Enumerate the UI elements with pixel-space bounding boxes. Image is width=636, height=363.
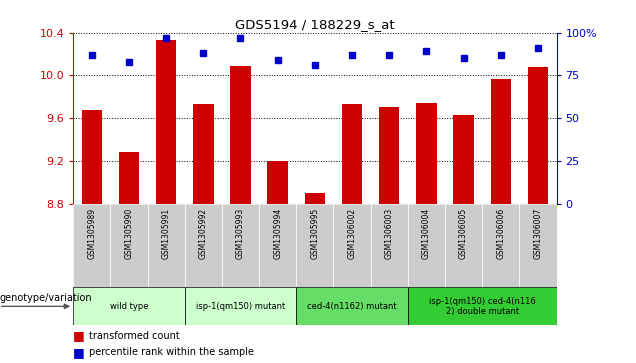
Text: GSM1305989: GSM1305989 [87, 208, 96, 259]
Text: GSM1306004: GSM1306004 [422, 208, 431, 259]
Text: GSM1305993: GSM1305993 [236, 208, 245, 259]
Text: ■: ■ [73, 329, 85, 342]
Bar [408, 287, 556, 325]
Text: isp-1(qm150) mutant: isp-1(qm150) mutant [196, 302, 285, 311]
Title: GDS5194 / 188229_s_at: GDS5194 / 188229_s_at [235, 19, 394, 32]
Bar [416, 103, 436, 204]
Bar [73, 204, 110, 287]
Bar [408, 204, 445, 287]
Text: percentile rank within the sample: percentile rank within the sample [89, 347, 254, 357]
Bar [379, 107, 399, 204]
Text: GSM1305992: GSM1305992 [199, 208, 208, 259]
Bar [296, 287, 408, 325]
Bar [453, 115, 474, 204]
Bar [296, 204, 333, 287]
Text: ■: ■ [73, 346, 85, 359]
Bar [222, 204, 259, 287]
Text: genotype/variation: genotype/variation [0, 293, 93, 303]
Text: GSM1306003: GSM1306003 [385, 208, 394, 259]
Text: GSM1305994: GSM1305994 [273, 208, 282, 259]
Bar [259, 204, 296, 287]
Bar [305, 193, 325, 204]
Bar [333, 204, 371, 287]
Text: GSM1306002: GSM1306002 [347, 208, 357, 259]
Bar [148, 204, 184, 287]
Text: wild type: wild type [109, 302, 148, 311]
Text: GSM1306006: GSM1306006 [496, 208, 505, 259]
Bar [267, 161, 288, 204]
Bar [528, 67, 548, 204]
Bar [230, 66, 251, 204]
Text: GSM1305991: GSM1305991 [162, 208, 170, 259]
Text: GSM1305990: GSM1305990 [125, 208, 134, 259]
Text: isp-1(qm150) ced-4(n116
2) double mutant: isp-1(qm150) ced-4(n116 2) double mutant [429, 297, 536, 316]
Bar [371, 204, 408, 287]
Bar [193, 104, 214, 204]
Bar [342, 104, 363, 204]
Text: GSM1305995: GSM1305995 [310, 208, 319, 259]
Bar [184, 204, 222, 287]
Bar [156, 40, 176, 204]
Bar [73, 287, 184, 325]
Text: transformed count: transformed count [89, 331, 180, 341]
Bar [119, 152, 139, 204]
Text: GSM1306005: GSM1306005 [459, 208, 468, 259]
Bar [482, 204, 520, 287]
Bar [81, 110, 102, 204]
Bar [490, 79, 511, 204]
Bar [110, 204, 148, 287]
Bar [184, 287, 296, 325]
Bar [520, 204, 556, 287]
Bar [445, 204, 482, 287]
Text: ced-4(n1162) mutant: ced-4(n1162) mutant [307, 302, 397, 311]
Text: GSM1306007: GSM1306007 [534, 208, 543, 259]
